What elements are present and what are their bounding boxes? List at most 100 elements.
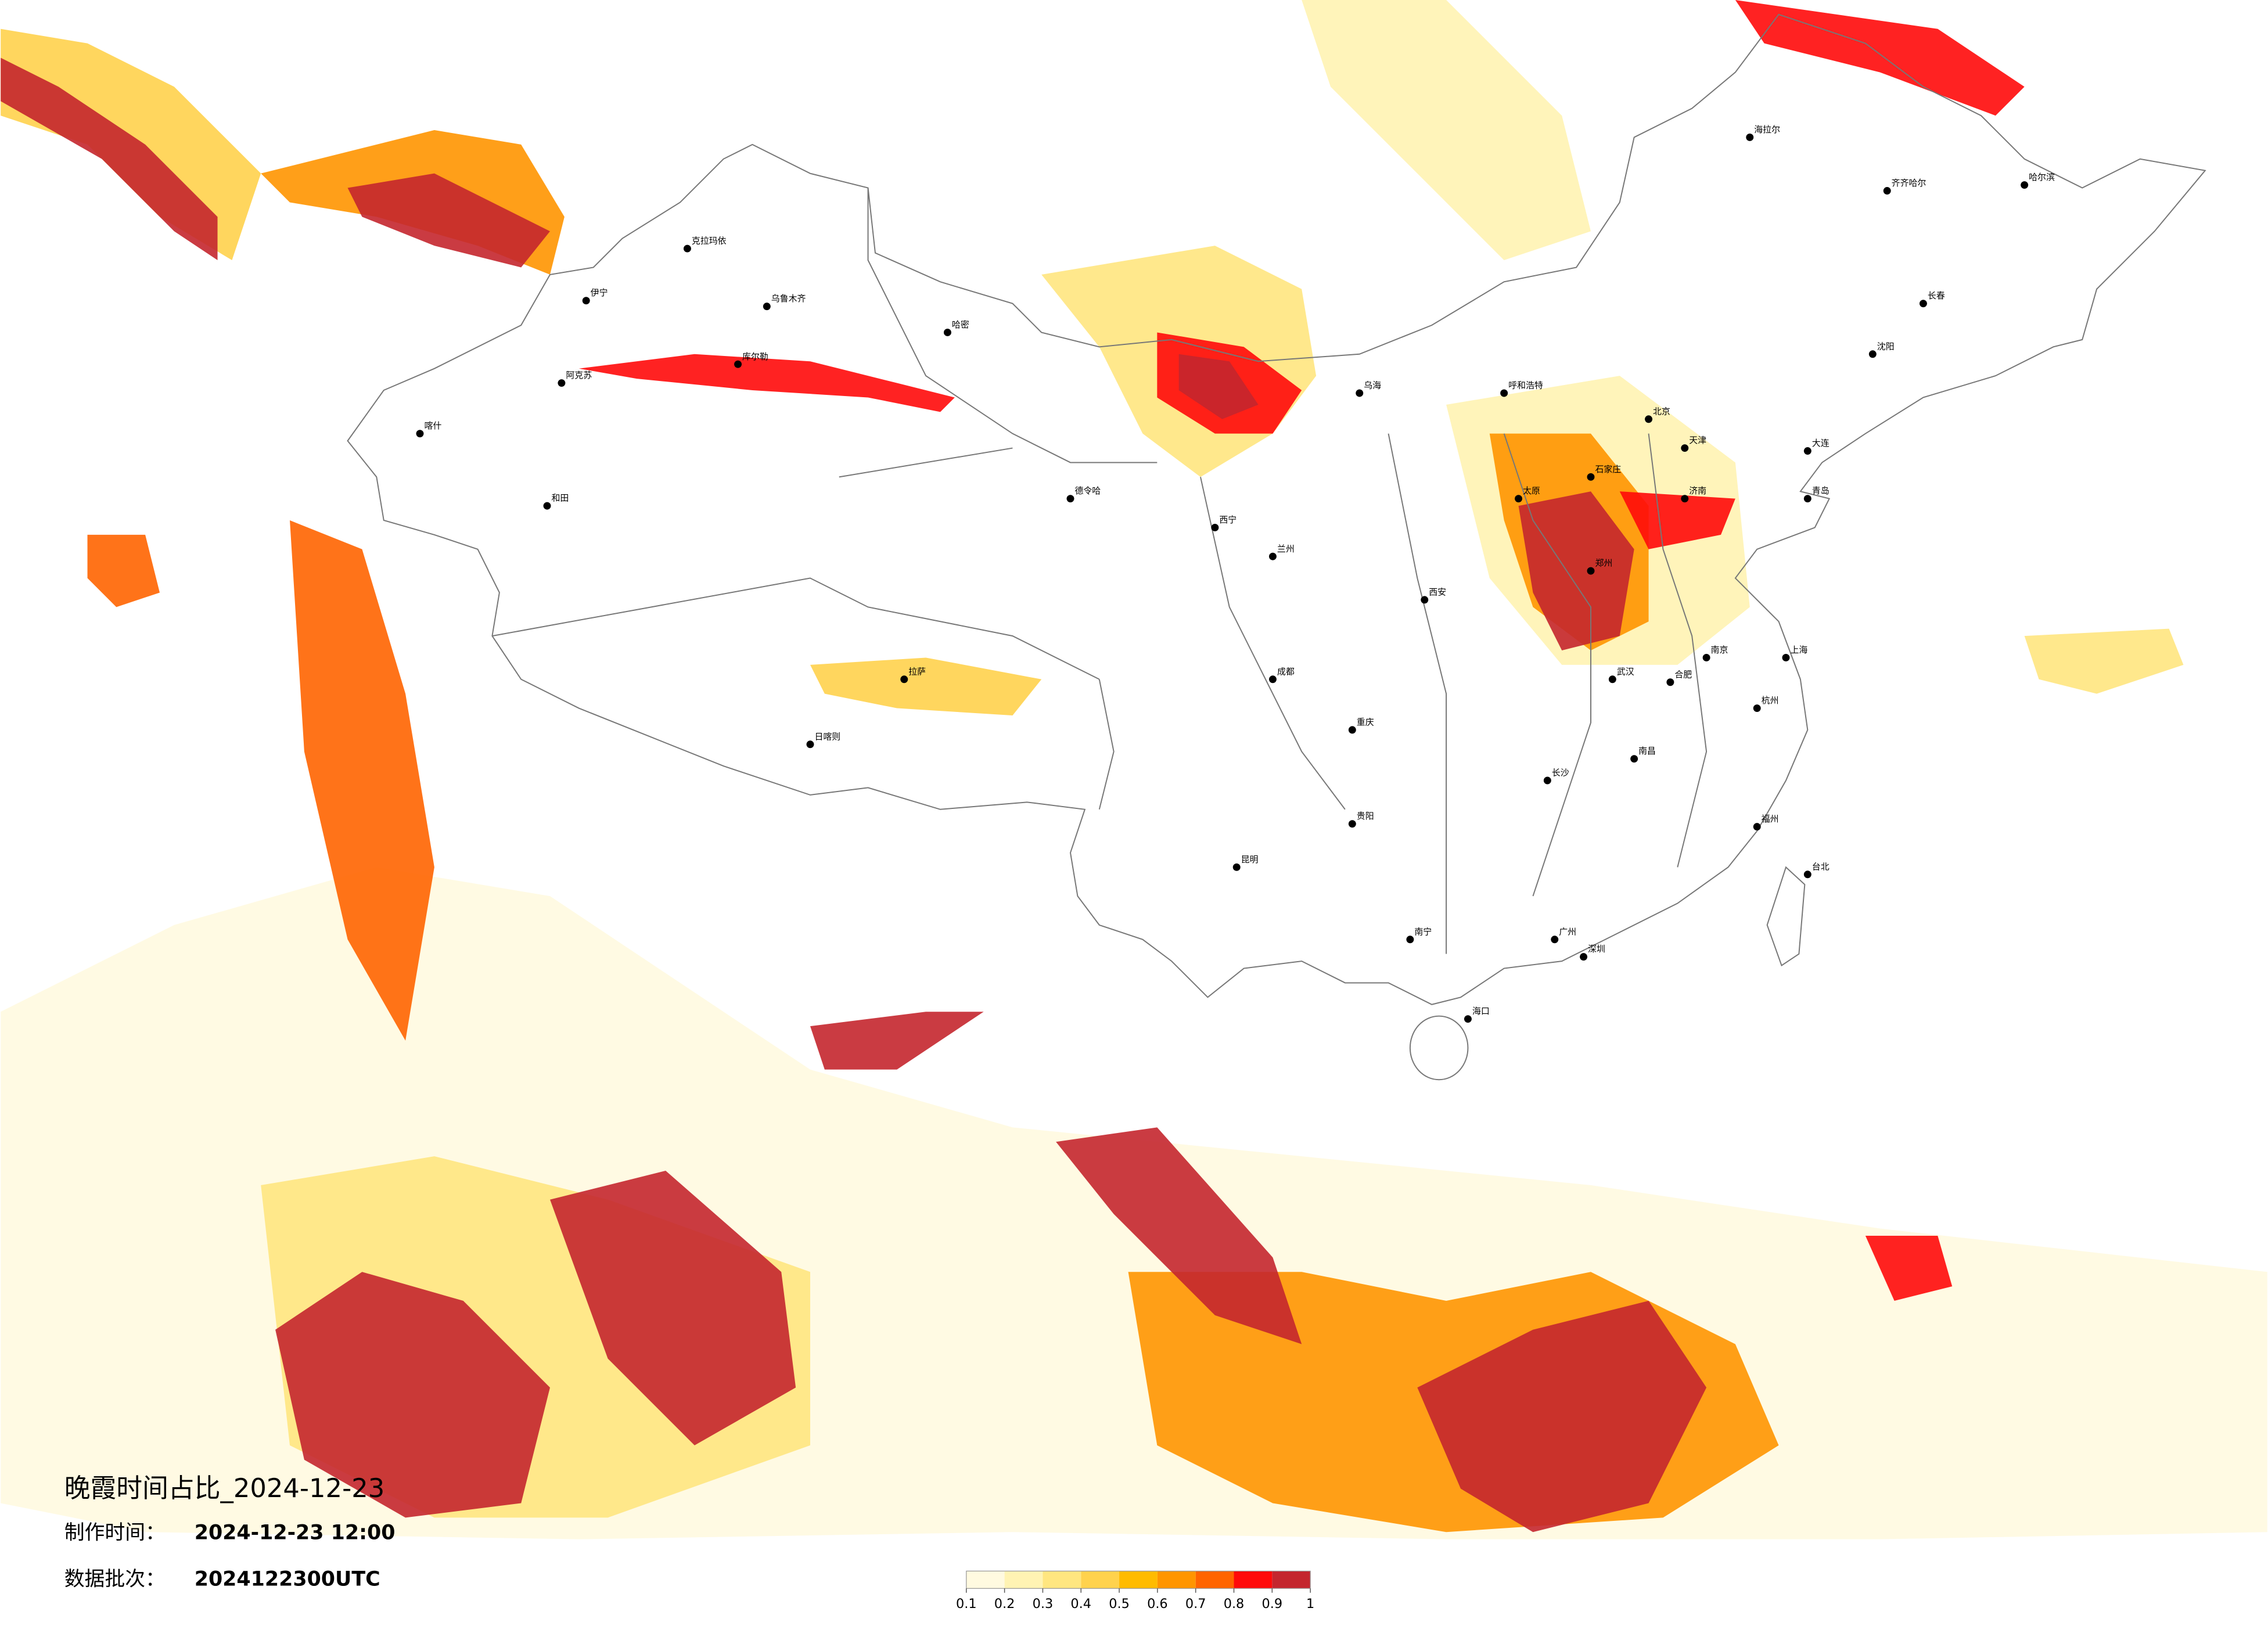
city-label: 济南: [1689, 485, 1706, 496]
city-label: 南京: [1711, 645, 1728, 655]
city-label: 贵阳: [1357, 811, 1374, 821]
city-dot: [1702, 653, 1710, 661]
city-dot: [1782, 653, 1790, 661]
city-dot: [543, 502, 551, 510]
city-dot: [1681, 495, 1689, 503]
heat-area: [1302, 0, 1591, 260]
city-dot: [1803, 870, 1811, 879]
colorbar-segment: [1157, 1571, 1196, 1589]
hainan-outline: [1409, 1015, 1469, 1081]
city-dot: [1356, 389, 1364, 397]
city-dot: [1464, 1015, 1472, 1023]
city-label: 哈密: [952, 319, 969, 330]
country-outline: [347, 13, 2206, 1005]
colorbar-segment: [1043, 1571, 1081, 1589]
heat-area: [347, 173, 550, 268]
city-dot: [1883, 187, 1891, 195]
colorbar-segment: [1195, 1571, 1234, 1589]
taiwan-outline: [1766, 866, 1806, 967]
city-label: 北京: [1653, 406, 1670, 416]
city-dot: [1580, 953, 1588, 961]
city-dot: [1919, 300, 1927, 308]
city-dot: [1348, 726, 1356, 734]
city-label: 石家庄: [1595, 464, 1621, 474]
city-dot: [2021, 181, 2029, 189]
city-label: 沈阳: [1877, 341, 1895, 351]
heat-area: [1056, 1127, 1302, 1344]
city-label: 海口: [1472, 1006, 1490, 1016]
made-time: 2024-12-23 12:00: [195, 1521, 396, 1545]
heat-area: [549, 1171, 796, 1445]
city-dot: [1666, 678, 1674, 686]
colorbar-segment: [1234, 1571, 1273, 1589]
city-dot: [683, 244, 691, 253]
city-dot: [1753, 823, 1761, 831]
city-label: 福州: [1762, 814, 1779, 824]
city-dot: [1608, 675, 1616, 684]
city-dot: [900, 675, 908, 684]
city-label: 伊宁: [591, 287, 608, 298]
colorbar-tick-label: 0.4: [1070, 1596, 1091, 1611]
city-label: 广州: [1559, 926, 1576, 937]
city-label: 德令哈: [1074, 485, 1101, 496]
city-label: 阿克苏: [566, 370, 592, 380]
city-label: 南昌: [1638, 746, 1656, 756]
heat-area: [87, 534, 160, 607]
heat-area: [1735, 0, 2025, 116]
colorbar-segment: [966, 1571, 1005, 1589]
city-label: 西宁: [1219, 515, 1237, 525]
city-label: 喀什: [424, 420, 441, 431]
heat-area: [1417, 1301, 1707, 1533]
city-dot: [416, 430, 424, 438]
city-label: 西安: [1429, 587, 1446, 597]
city-dot: [1500, 389, 1508, 397]
heat-area: [1518, 491, 1634, 650]
city-label: 合肥: [1674, 669, 1692, 679]
heat-area: [578, 354, 955, 412]
city-label: 武汉: [1617, 666, 1634, 677]
colorbar-tick-label: 0.7: [1185, 1596, 1206, 1611]
city-label: 太原: [1523, 485, 1540, 496]
colorbar-segment: [1272, 1571, 1311, 1589]
city-label: 库尔勒: [742, 351, 768, 362]
city-dot: [1630, 755, 1638, 763]
colorbar-segment: [1081, 1571, 1120, 1589]
city-label: 兰州: [1277, 544, 1295, 554]
city-dot: [1268, 675, 1277, 684]
colorbar-frame: [966, 1570, 1311, 1589]
city-label: 哈尔滨: [2029, 172, 2055, 182]
city-dot: [1543, 776, 1551, 785]
city-label: 长沙: [1552, 768, 1569, 778]
heat-area: [1178, 354, 1259, 419]
colorbar-segment: [1004, 1571, 1043, 1589]
city-label: 郑州: [1595, 558, 1612, 569]
city-label: 重庆: [1357, 717, 1374, 727]
heat-area: [810, 1012, 984, 1070]
colorbar-tick-label: 0.8: [1224, 1596, 1245, 1611]
colorbar-tick-label: 0.2: [994, 1596, 1015, 1611]
city-label: 天津: [1689, 435, 1706, 445]
made-label: 制作时间：: [64, 1521, 166, 1545]
city-label: 深圳: [1588, 944, 1605, 954]
city-label: 齐齐哈尔: [1892, 178, 1926, 188]
city-label: 青岛: [1812, 485, 1830, 496]
colorbar-tick-label: 0.3: [1033, 1596, 1054, 1611]
city-label: 杭州: [1762, 695, 1779, 706]
city-dot: [1587, 567, 1595, 575]
city-dot: [1868, 350, 1877, 358]
batch-label: 数据批次：: [64, 1567, 166, 1591]
city-label: 呼和浩特: [1508, 380, 1543, 391]
city-dot: [1232, 863, 1241, 871]
city-dot: [1211, 523, 1219, 531]
city-label: 乌鲁木齐: [771, 293, 806, 304]
heat-area: [1, 57, 218, 261]
city-label: 上海: [1790, 645, 1807, 655]
heat-area: [810, 657, 1042, 715]
heat-area: [289, 520, 434, 1041]
city-label: 成都: [1277, 666, 1295, 677]
city-label: 乌海: [1364, 380, 1381, 391]
colorbar-tick-label: 0.1: [956, 1596, 977, 1611]
colorbar-tick-label: 0.6: [1147, 1596, 1168, 1611]
